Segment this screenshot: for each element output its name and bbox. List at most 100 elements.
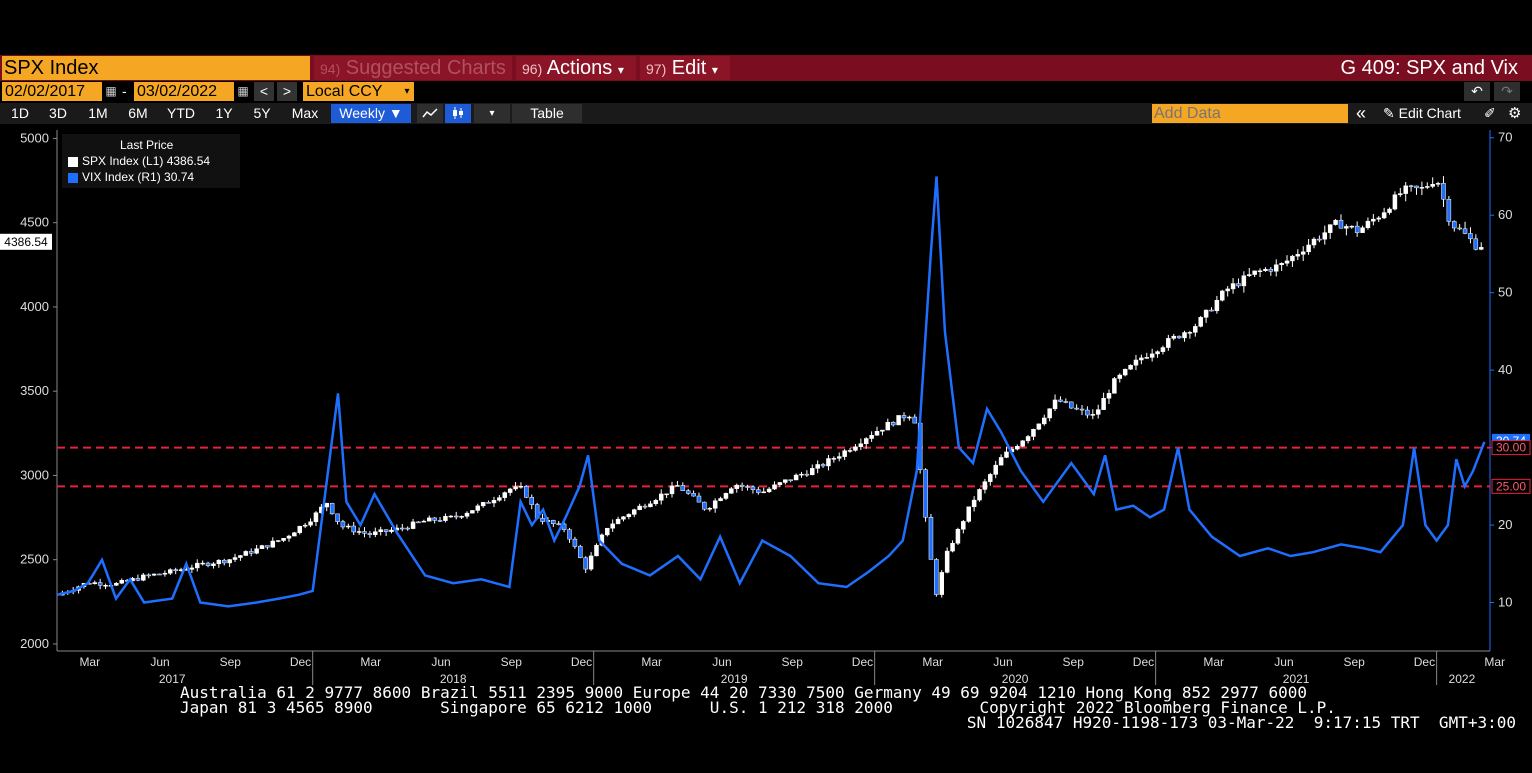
spx-candle (955, 529, 961, 544)
spx-candle (400, 527, 405, 530)
spx-candle (356, 531, 362, 533)
x-tick-label: Dec (1133, 655, 1154, 669)
spx-candle (162, 572, 168, 575)
gear-icon[interactable]: ⚙ (1508, 105, 1522, 122)
edit-icon[interactable]: ✐ (1484, 105, 1496, 121)
spx-candle (1220, 290, 1225, 301)
spx-candle (820, 464, 826, 467)
spx-candle (200, 562, 205, 565)
left-tick-label: 4500 (20, 215, 49, 230)
spx-candle (756, 489, 761, 493)
spx-candle (1214, 299, 1220, 312)
period-1m-button[interactable]: 1M (88, 105, 108, 121)
x-year-label: 2020 (1002, 672, 1029, 685)
spx-candle (1063, 401, 1069, 403)
currency-select[interactable]: Local CCY (303, 82, 400, 101)
spx-candle (1338, 220, 1344, 229)
spx-candle (340, 521, 346, 528)
spx-candle (815, 464, 820, 469)
spx-candle (497, 497, 502, 501)
chart-legend[interactable]: Last Price SPX Index (L1) 4386.54 VIX In… (62, 134, 240, 188)
spx-candle (885, 421, 891, 431)
spx-candle (1349, 225, 1355, 228)
spx-candle (750, 486, 756, 490)
spx-candle (168, 569, 173, 574)
edit-menu[interactable]: 97) Edit ▾ (640, 56, 730, 80)
spx-candle (551, 520, 556, 524)
date-separator: - (122, 83, 127, 99)
spx-candle (270, 540, 276, 548)
period-6m-button[interactable]: 6M (128, 105, 148, 121)
redo-icon[interactable]: ↷ (1494, 82, 1520, 101)
collapse-icon[interactable]: « (1356, 103, 1367, 123)
candlestick-icon[interactable] (445, 104, 471, 123)
period-1d-button[interactable]: 1D (11, 105, 29, 121)
spx-candle (874, 431, 880, 436)
spx-candle (702, 501, 707, 510)
spx-candle (1079, 408, 1085, 411)
prev-period-button[interactable]: < (254, 82, 274, 101)
spx-candle (335, 513, 340, 522)
spx-candle (1117, 374, 1123, 379)
right-tick-label: 70 (1498, 130, 1512, 145)
spx-candle (378, 529, 383, 532)
spx-candle (281, 538, 286, 541)
spx-candle (491, 500, 497, 504)
spx-candle (858, 443, 864, 448)
left-tick-label: 2000 (20, 636, 49, 651)
period-5y-button[interactable]: 5Y (253, 105, 271, 121)
spx-candle (1085, 409, 1090, 416)
frequency-select[interactable]: Weekly ▼ (331, 104, 411, 123)
spx-candle (1344, 226, 1349, 229)
footer-contacts: Australia 61 2 9777 8600 Brazil 5511 239… (180, 683, 1336, 716)
spx-candle (1365, 220, 1371, 229)
spx-candle (1241, 275, 1247, 287)
spx-candle (605, 527, 610, 536)
spx-candle (610, 523, 615, 529)
price-chart[interactable]: 2000 2500 3000 3500 4000 4500 5000 4386.54 10 20… (0, 124, 1532, 685)
undo-icon[interactable]: ↶ (1464, 82, 1490, 101)
actions-menu[interactable]: 96) Actions ▾ (516, 56, 636, 80)
period-3d-button[interactable]: 3D (49, 105, 67, 121)
spx-candle (896, 415, 901, 426)
x-tick-label: Jun (1274, 655, 1293, 669)
suggested-charts-menu[interactable]: 94) Suggested Charts (314, 56, 512, 80)
spx-candle (939, 572, 945, 595)
spx-candle (863, 438, 869, 444)
spx-candle (238, 555, 243, 558)
footer-line-1: Australia 61 2 9777 8600 Brazil 5511 239… (180, 683, 1308, 702)
table-button[interactable]: Table (512, 104, 582, 123)
spx-candle (1090, 414, 1096, 416)
spx-candle (205, 562, 211, 566)
spx-candle (766, 488, 772, 493)
spx-candle (631, 509, 637, 515)
spx-candle (1042, 417, 1047, 425)
calendar-icon[interactable]: ▦ (237, 84, 249, 98)
next-period-button[interactable]: > (277, 82, 297, 101)
spx-candle (211, 563, 216, 566)
spx-candle (195, 562, 200, 569)
spx-candle (869, 435, 874, 439)
period-max-button[interactable]: Max (291, 105, 319, 121)
spx-candle (1473, 238, 1479, 250)
spx-candle (265, 545, 270, 548)
chevron-down-icon[interactable]: ▾ (400, 82, 414, 101)
line-chart-icon[interactable] (417, 104, 443, 123)
spx-candle (880, 429, 885, 432)
end-date-field[interactable]: 03/02/2022 (134, 82, 234, 101)
period-1y-button[interactable]: 1Y (215, 105, 233, 121)
start-date-field[interactable]: 02/02/2017 (2, 82, 102, 101)
spx-candle (540, 517, 545, 522)
spx-candle (788, 479, 793, 481)
ticker-field[interactable]: SPX Index (2, 56, 310, 80)
chevron-down-icon[interactable]: ▾ (474, 104, 510, 123)
x-year-label: 2019 (721, 672, 748, 685)
spx-candle (982, 481, 988, 490)
spx-candle (615, 518, 621, 525)
spx-candle (804, 473, 810, 476)
calendar-icon[interactable]: ▦ (105, 84, 117, 98)
add-data-input[interactable] (1152, 104, 1348, 123)
period-ytd-button[interactable]: YTD (167, 105, 195, 121)
edit-chart-button[interactable]: ✎ Edit Chart (1383, 104, 1461, 123)
spx-candle (1414, 185, 1419, 189)
